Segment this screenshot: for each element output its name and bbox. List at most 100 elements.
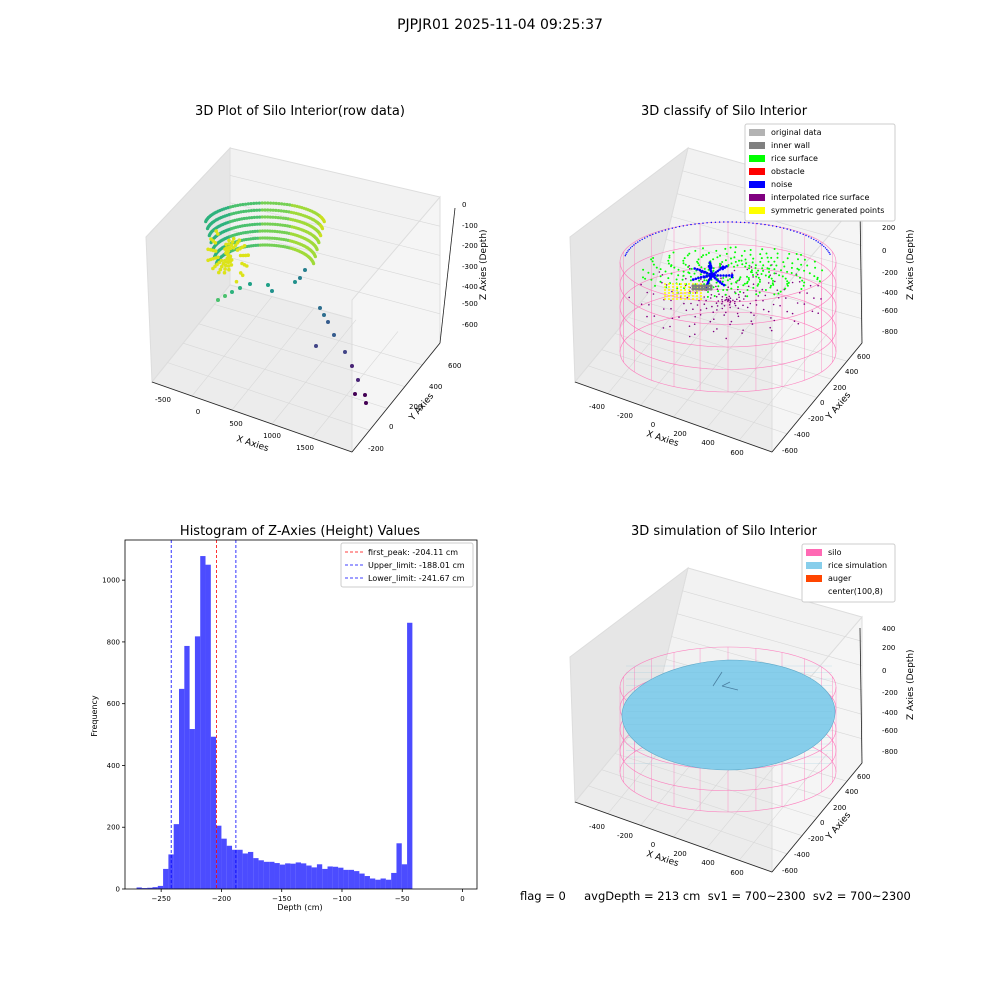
histogram-bar <box>184 645 190 889</box>
point <box>659 275 662 278</box>
point <box>672 295 674 297</box>
point <box>676 298 678 300</box>
point <box>258 229 262 233</box>
point <box>668 298 670 300</box>
point <box>700 278 702 280</box>
point <box>703 267 706 270</box>
point <box>769 264 772 267</box>
point <box>826 248 828 251</box>
point <box>224 263 228 268</box>
histogram-bar <box>157 885 164 889</box>
point <box>717 279 720 283</box>
point <box>226 264 231 268</box>
point <box>712 267 715 270</box>
point <box>716 305 719 307</box>
point <box>755 290 757 292</box>
point <box>683 302 685 305</box>
point <box>787 281 790 284</box>
point <box>764 289 767 291</box>
point <box>725 311 727 314</box>
point <box>672 292 674 294</box>
point <box>684 298 686 300</box>
point <box>703 296 705 298</box>
point <box>646 291 648 294</box>
raw-axis-ticks: -500 0 500 1000 1500 -200 0 200 400 600 0 -100 -200 -… <box>155 201 478 453</box>
histogram-bar <box>269 861 275 889</box>
histogram-bar <box>332 866 339 889</box>
point <box>285 202 289 207</box>
point <box>213 249 218 253</box>
point <box>664 270 667 273</box>
point <box>680 295 682 297</box>
point <box>701 281 704 283</box>
point <box>265 236 269 240</box>
point <box>737 315 740 318</box>
point <box>287 210 291 214</box>
y-tick-label: 200 <box>833 804 846 812</box>
point <box>688 335 691 338</box>
point <box>217 270 221 275</box>
point <box>709 320 712 323</box>
point <box>772 303 775 306</box>
point <box>722 283 726 287</box>
point <box>781 275 784 278</box>
x-tick-label: -500 <box>155 396 171 404</box>
point <box>795 274 798 277</box>
point <box>747 285 750 288</box>
z-tick-label: -800 <box>882 328 898 336</box>
histogram-bar <box>226 845 233 889</box>
point <box>754 267 757 269</box>
legend-label: obstacle <box>771 167 805 176</box>
point <box>256 243 260 247</box>
point <box>715 249 718 252</box>
point <box>268 243 272 247</box>
histogram-bar <box>322 868 328 889</box>
histogram-bar <box>189 729 195 889</box>
histogram-bar <box>354 871 360 889</box>
point <box>688 289 690 291</box>
z-tick-label: -800 <box>882 748 898 756</box>
point <box>729 278 732 280</box>
point <box>767 282 770 284</box>
x-tick-label: 200 <box>673 850 686 858</box>
point <box>705 279 708 282</box>
x-axis-line <box>574 381 773 453</box>
point <box>284 209 288 214</box>
histogram-bar <box>163 868 169 889</box>
point <box>223 258 227 263</box>
point <box>233 204 237 208</box>
point <box>716 288 719 291</box>
point <box>694 277 698 281</box>
classify-zlabel: Z Axies (Depth) <box>906 229 916 300</box>
histogram-bar <box>348 869 355 889</box>
z-tick-label: -200 <box>882 689 898 697</box>
point <box>700 266 703 269</box>
legend-swatch <box>806 562 822 569</box>
x-tick-label: −200 <box>212 895 231 903</box>
point <box>777 292 780 295</box>
auger-axis <box>721 681 731 687</box>
point <box>258 243 262 247</box>
point <box>708 272 711 276</box>
point <box>821 269 824 272</box>
point <box>667 277 670 280</box>
point <box>765 252 768 255</box>
y-tick-label: 1000 <box>102 577 120 585</box>
point <box>281 223 285 227</box>
point <box>707 291 709 293</box>
point <box>661 230 663 232</box>
point <box>252 215 256 219</box>
point <box>746 289 749 291</box>
point <box>803 269 806 272</box>
point <box>748 278 750 281</box>
x-tick-label: 0 <box>651 841 655 849</box>
point <box>721 261 724 263</box>
point <box>747 277 750 279</box>
point <box>268 222 272 226</box>
simulation-rice-surface <box>621 659 836 771</box>
point <box>789 229 792 231</box>
point <box>749 253 752 256</box>
point <box>243 223 247 228</box>
point <box>722 277 725 279</box>
point <box>694 315 696 318</box>
